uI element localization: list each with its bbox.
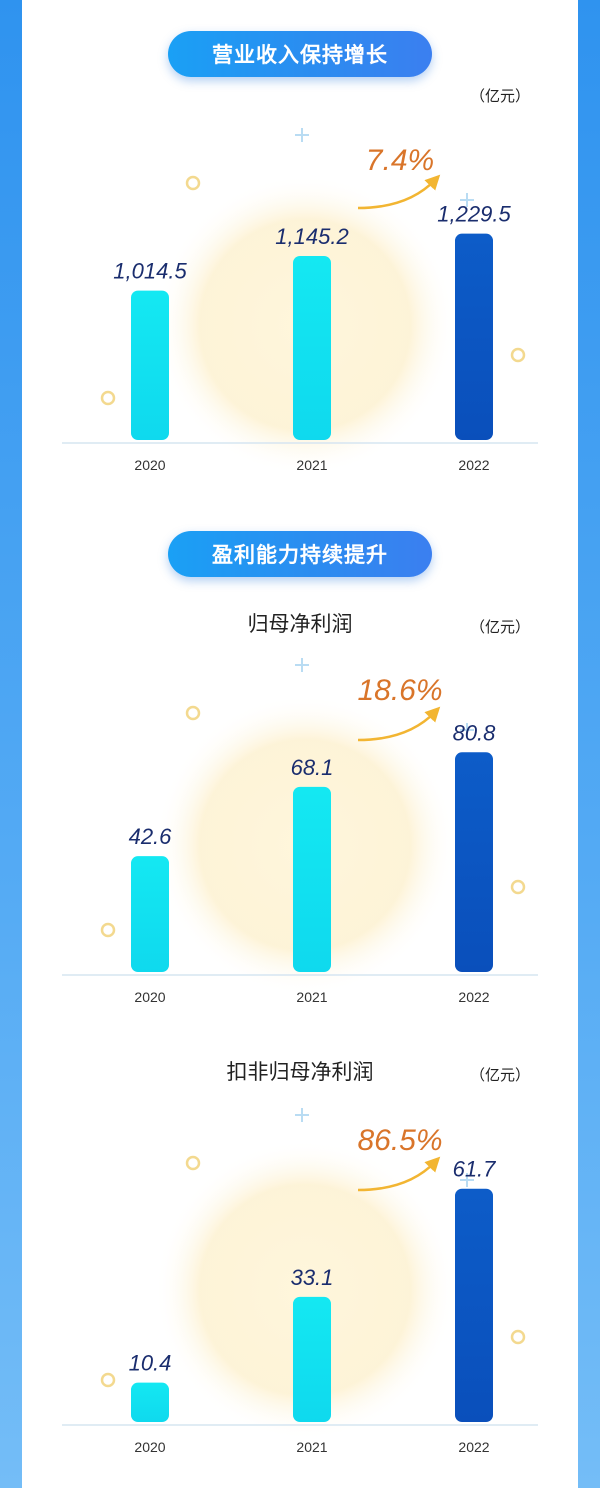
category-label-2022: 2022 [458,1439,489,1455]
section-title-revenue: 营业收入保持增长 [168,31,432,77]
deducted-net-profit-chart-svg: 10.4 2020 33.1 2021 61.7 2022 86.5% [62,1108,538,1455]
bar-2022 [455,752,493,972]
net-profit-chart-svg: 42.6 2020 68.1 2021 80.8 2022 18.6% [62,658,538,1005]
deducted-net-profit-chart: 扣非归母净利润 （亿元） 10.4 2020 33.1 2021 61.7 2022 86.… [0,1050,600,1470]
net-profit-chart: 归母净利润 （亿元） 42.6 2020 68.1 2021 80.8 2022 18.6% [0,600,600,1020]
ring-icon [185,705,201,721]
unit-label: （亿元） [469,1066,530,1084]
value-label-2020: 1,014.5 [113,259,187,284]
section-title-profitability: 盈利能力持续提升 [168,531,432,577]
category-label-2021: 2021 [296,457,327,473]
ring-icon [185,175,201,191]
ring-icon [185,1155,201,1171]
bar-2022 [455,1188,493,1422]
unit-label: （亿元） [469,87,530,105]
decorations [100,128,526,406]
value-label-2021: 33.1 [291,1265,334,1290]
ring-icon [100,1372,116,1388]
ring-icon [510,1329,526,1345]
revenue-chart: （亿元） 1,014.5 2020 1,145.2 2021 1,229.5 2022 7.… [0,80,600,500]
bar-2021 [293,786,331,972]
growth-rate-label: 18.6% [357,674,442,707]
value-label-2020: 42.6 [129,824,173,849]
bar-2021 [293,1296,331,1422]
decorations [100,1108,526,1388]
bar-2020 [131,856,169,972]
value-label-2022: 1,229.5 [437,202,511,227]
background-glow [155,1140,455,1440]
category-label-2020: 2020 [134,1439,165,1455]
bar-2022 [455,233,493,440]
growth-arrow [357,706,441,742]
unit-label: （亿元） [469,618,530,636]
ring-icon [510,347,526,363]
category-label-2020: 2020 [134,989,165,1005]
value-label-2022: 80.8 [453,720,497,745]
growth-rate-label: 7.4% [366,144,434,177]
ring-icon [510,879,526,895]
growth-arrow [357,174,441,210]
chart-title: 归母净利润 [247,612,353,636]
bar-2020 [131,290,169,440]
value-label-2021: 1,145.2 [275,224,348,249]
category-label-2022: 2022 [458,457,489,473]
decorations [100,658,526,938]
category-label-2021: 2021 [296,989,327,1005]
category-label-2020: 2020 [134,457,165,473]
bar-2021 [293,255,331,440]
category-label-2021: 2021 [296,1439,327,1455]
revenue-chart-svg: 1,014.5 2020 1,145.2 2021 1,229.5 2022 7.4% [62,128,538,475]
growth-arrow [357,1156,441,1192]
growth-rate-label: 86.5% [357,1124,442,1157]
value-label-2020: 10.4 [129,1351,172,1376]
value-label-2021: 68.1 [291,755,334,780]
ring-icon [100,390,116,406]
chart-title: 扣非归母净利润 [226,1060,374,1084]
bar-2020 [131,1382,169,1422]
category-label-2022: 2022 [458,989,489,1005]
value-label-2022: 61.7 [453,1157,497,1182]
ring-icon [100,922,116,938]
